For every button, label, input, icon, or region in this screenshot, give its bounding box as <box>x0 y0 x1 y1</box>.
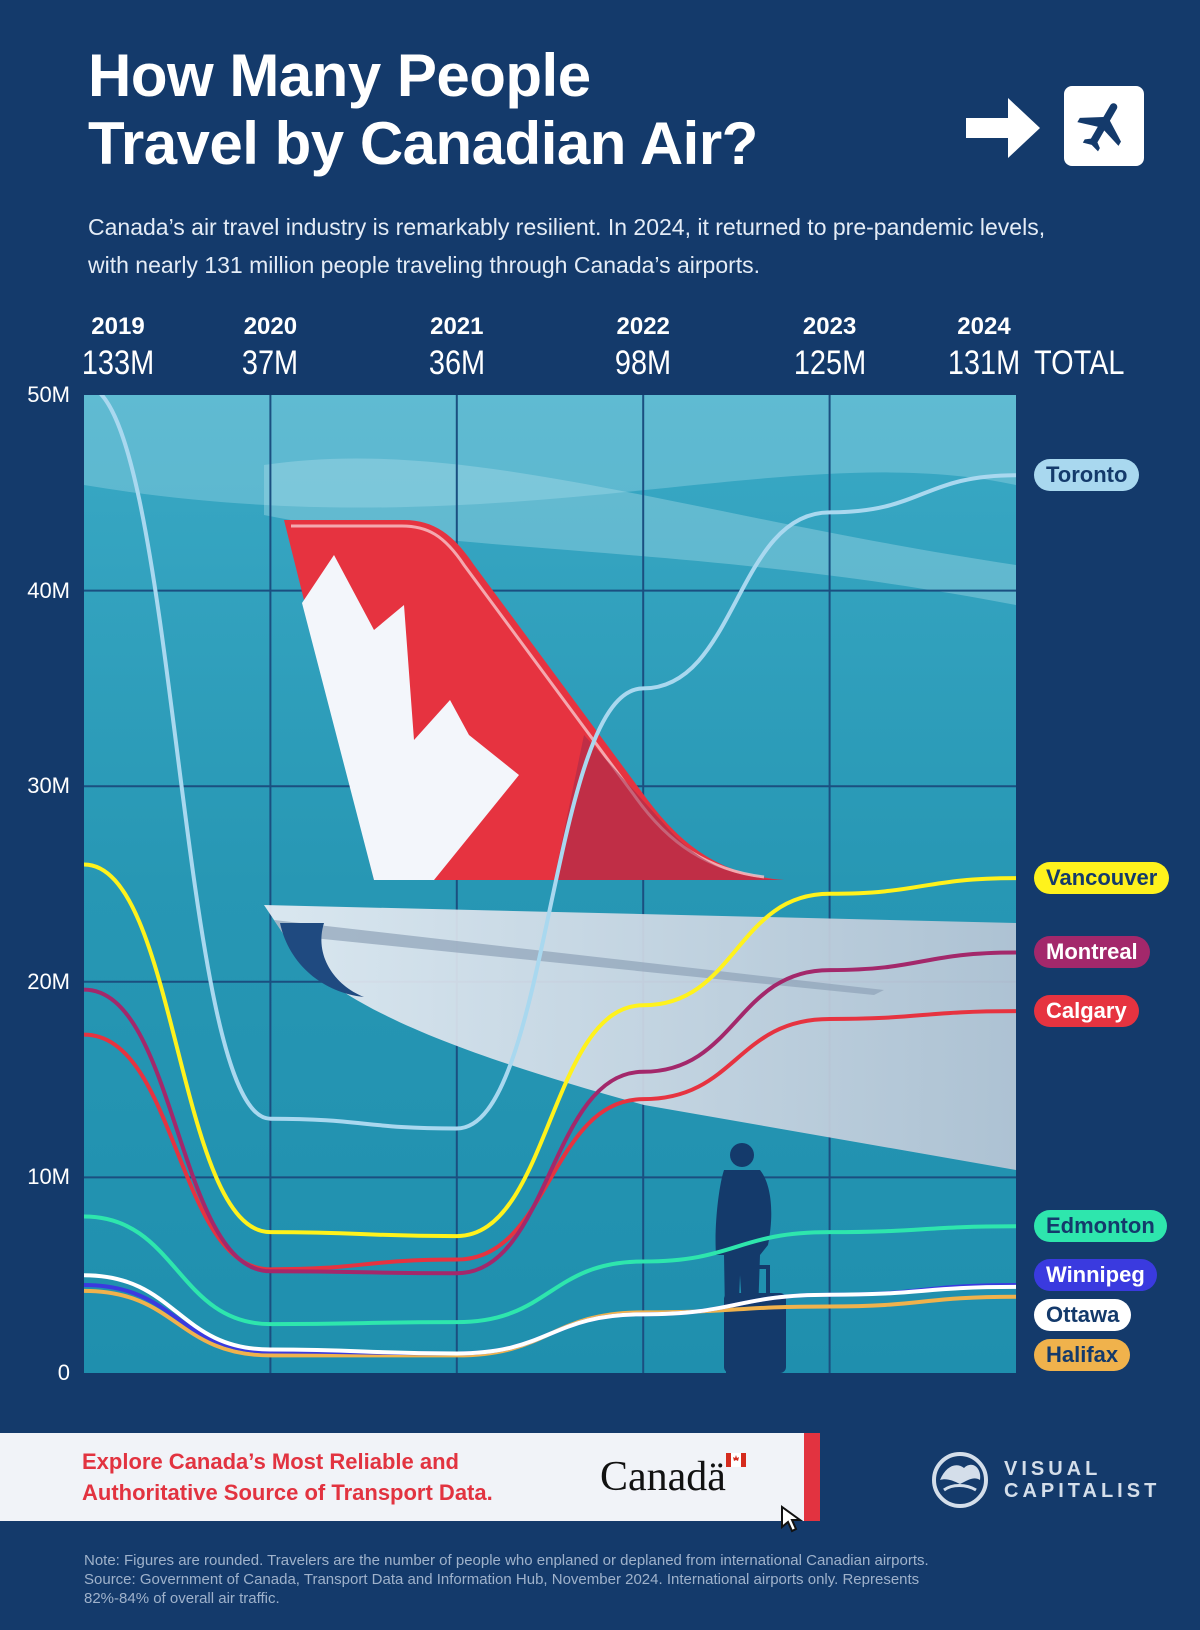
source-line-1: Source: Government of Canada, Transport … <box>84 1571 920 1588</box>
city-label-toronto: Toronto <box>1034 459 1140 492</box>
airplane-icon <box>1077 103 1121 152</box>
brand-line-2: CAPITALIST <box>1004 1480 1161 1502</box>
page-title: How Many People Travel by Canadian Air? <box>88 42 758 178</box>
city-label-ottawa: Ottawa <box>1034 1299 1132 1331</box>
year-total-2019: 133M <box>81 344 155 382</box>
city-label-edmonton: Edmonton <box>1034 1210 1167 1243</box>
total-label: TOTAL <box>1034 344 1125 382</box>
chart-canvas <box>84 395 1016 1373</box>
y-tick-20M: 20M <box>27 968 70 994</box>
cursor-icon <box>781 1505 804 1533</box>
year-label-2021: 2021 <box>430 313 484 340</box>
maple-leaf <box>302 555 519 880</box>
y-tick-10M: 10M <box>27 1164 70 1190</box>
transport-data-banner[interactable]: Explore Canada’s Most Reliable and Autho… <box>0 1433 820 1533</box>
year-label-2019: 2019 <box>91 313 145 340</box>
line-chart <box>84 395 1016 1373</box>
city-label-montreal: Montreal <box>1034 936 1150 969</box>
y-tick-40M: 40M <box>27 577 70 603</box>
year-total-2024: 131M <box>947 344 1021 382</box>
banner-line-2: Authoritative Source of Transport Data. <box>82 1480 493 1505</box>
series-line-montreal <box>84 950 1016 1276</box>
series-line-toronto <box>98 395 1016 1131</box>
city-label-winnipeg: Winnipeg <box>1034 1259 1157 1291</box>
banner-text: Explore Canada’s Most Reliable and Autho… <box>82 1446 562 1508</box>
year-label-2023: 2023 <box>802 313 857 340</box>
year-label-2020: 2020 <box>243 313 298 340</box>
year-label-2022: 2022 <box>616 313 670 340</box>
visual-capitalist-logo-icon <box>932 1452 988 1508</box>
note-line: Note: Figures are rounded. Travelers are… <box>84 1552 929 1569</box>
canada-flag-icon <box>726 1453 746 1467</box>
wing-stripe <box>274 920 884 995</box>
tail-shadow <box>554 735 784 880</box>
y-tick-0: 0 <box>57 1360 70 1385</box>
footnotes: Note: Figures are rounded. Travelers are… <box>84 1551 1044 1608</box>
year-total-2021: 36M <box>428 344 485 382</box>
series-lines <box>84 395 1016 1358</box>
year-total-2023: 125M <box>793 344 866 382</box>
brand-line-1: VISUAL <box>1004 1458 1102 1480</box>
city-label-vancouver: Vancouver <box>1034 862 1170 895</box>
source-line-2: 82%-84% of overall air traffic. <box>84 1590 280 1607</box>
title-line-1: How Many People <box>88 42 591 109</box>
airplane-badge <box>1064 86 1144 166</box>
y-tick-50M: 50M <box>27 382 70 407</box>
y-tick-30M: 30M <box>27 773 70 799</box>
year-total-2022: 98M <box>615 344 672 382</box>
cloud-band-2 <box>264 458 1016 605</box>
series-line-vancouver <box>84 862 1016 1239</box>
plot-background <box>84 395 1016 1373</box>
wing-leading-edge <box>280 923 364 997</box>
canada-wordmark: Canadä <box>600 1454 726 1500</box>
subtitle: Canada’s air travel industry is remarkab… <box>88 214 1046 278</box>
arrow-right-icon <box>966 98 1040 158</box>
city-label-calgary: Calgary <box>1034 995 1139 1028</box>
cloud-band-1 <box>84 395 1016 508</box>
banner-line-1: Explore Canada’s Most Reliable and <box>82 1449 459 1474</box>
city-label-halifax: Halifax <box>1034 1339 1131 1371</box>
visual-capitalist-wordmark: VISUAL CAPITALIST <box>1004 1458 1160 1502</box>
series-line-ottawa <box>84 1273 1016 1356</box>
series-line-edmonton <box>84 1214 1016 1327</box>
year-label-2024: 2024 <box>957 313 1011 340</box>
traveler-silhouette <box>715 1143 786 1373</box>
year-total-2020: 37M <box>242 344 299 382</box>
title-line-2: Travel by Canadian Air? <box>88 110 758 177</box>
